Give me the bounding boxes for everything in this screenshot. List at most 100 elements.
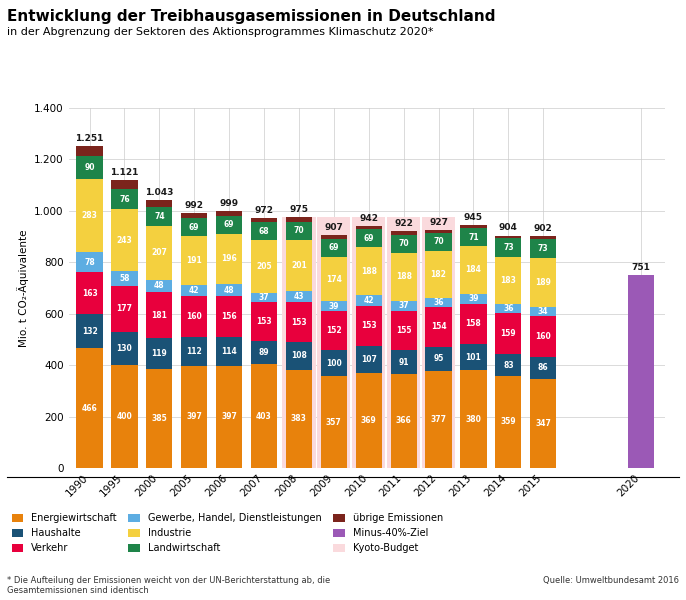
- Text: 37: 37: [259, 293, 270, 302]
- Y-axis label: Mio. t CO₂-Äquivalente: Mio. t CO₂-Äquivalente: [16, 229, 29, 347]
- Text: 160: 160: [535, 332, 551, 341]
- Text: 1.251: 1.251: [75, 134, 104, 143]
- Text: 101: 101: [466, 353, 482, 362]
- Text: 383: 383: [291, 414, 307, 423]
- Bar: [495, 257, 521, 304]
- Text: 347: 347: [535, 419, 552, 428]
- Text: 100: 100: [326, 359, 342, 368]
- Text: 76: 76: [119, 194, 130, 203]
- Bar: [181, 236, 207, 285]
- Text: 154: 154: [431, 322, 447, 331]
- Bar: [460, 228, 486, 247]
- Bar: [251, 302, 277, 341]
- Text: 39: 39: [329, 302, 339, 311]
- Bar: [495, 313, 521, 355]
- Bar: [146, 369, 172, 468]
- Bar: [390, 253, 416, 301]
- Text: 95: 95: [434, 355, 444, 364]
- Bar: [390, 231, 416, 235]
- Text: 201: 201: [291, 261, 307, 270]
- Text: 42: 42: [189, 286, 200, 295]
- Bar: [111, 332, 137, 365]
- Text: 174: 174: [326, 275, 342, 283]
- Text: 153: 153: [361, 322, 377, 331]
- Bar: [111, 180, 137, 189]
- Bar: [76, 157, 103, 179]
- Bar: [251, 218, 277, 223]
- Text: 183: 183: [500, 276, 517, 285]
- Text: 397: 397: [187, 412, 202, 421]
- Text: 78: 78: [84, 258, 95, 267]
- Text: 243: 243: [117, 236, 132, 245]
- Bar: [460, 293, 486, 304]
- Bar: [390, 374, 416, 468]
- Text: 942: 942: [359, 214, 378, 223]
- Bar: [216, 366, 242, 468]
- Bar: [425, 298, 451, 307]
- Text: 48: 48: [224, 286, 235, 295]
- Bar: [321, 235, 347, 239]
- Text: 69: 69: [189, 223, 200, 232]
- Text: 904: 904: [499, 223, 518, 232]
- Bar: [216, 211, 242, 216]
- Bar: [283, 217, 316, 468]
- Bar: [387, 217, 421, 468]
- Bar: [355, 226, 382, 229]
- Bar: [390, 350, 416, 374]
- Bar: [425, 307, 451, 347]
- Bar: [355, 306, 382, 346]
- Bar: [111, 365, 137, 468]
- Bar: [355, 346, 382, 373]
- Bar: [530, 356, 556, 379]
- Text: 159: 159: [501, 329, 516, 338]
- Bar: [286, 292, 312, 302]
- Text: 400: 400: [117, 412, 132, 421]
- Text: 91: 91: [399, 358, 409, 367]
- Text: 380: 380: [466, 415, 482, 424]
- Text: 922: 922: [394, 219, 413, 228]
- Text: 189: 189: [535, 278, 552, 287]
- Text: 207: 207: [152, 248, 167, 257]
- Text: 283: 283: [82, 211, 97, 220]
- Text: 181: 181: [152, 311, 167, 320]
- Bar: [216, 337, 242, 366]
- Bar: [355, 247, 382, 295]
- Bar: [355, 295, 382, 306]
- Bar: [181, 366, 207, 468]
- Text: 377: 377: [431, 415, 447, 424]
- Bar: [251, 240, 277, 293]
- Bar: [76, 348, 103, 468]
- Bar: [352, 217, 386, 468]
- Text: 945: 945: [464, 213, 483, 222]
- Bar: [460, 225, 486, 228]
- Text: 205: 205: [257, 262, 272, 271]
- Bar: [530, 307, 556, 316]
- Text: 902: 902: [534, 224, 553, 233]
- Text: 74: 74: [154, 212, 165, 221]
- Bar: [460, 304, 486, 344]
- Bar: [425, 233, 451, 251]
- Bar: [216, 216, 242, 234]
- Text: 70: 70: [294, 226, 305, 235]
- Text: 43: 43: [294, 292, 304, 301]
- Text: 158: 158: [466, 319, 482, 329]
- Text: 359: 359: [501, 418, 516, 427]
- Bar: [425, 251, 451, 298]
- Text: 927: 927: [429, 218, 448, 227]
- Text: 975: 975: [289, 205, 309, 214]
- Bar: [76, 146, 103, 157]
- Bar: [390, 235, 416, 253]
- Bar: [286, 370, 312, 468]
- Bar: [146, 280, 172, 292]
- Bar: [286, 239, 312, 292]
- Bar: [251, 223, 277, 240]
- Text: 385: 385: [152, 414, 167, 423]
- Bar: [390, 301, 416, 311]
- Text: 108: 108: [291, 351, 307, 360]
- Bar: [317, 217, 351, 468]
- Bar: [530, 239, 556, 258]
- Bar: [530, 258, 556, 307]
- Text: 1.121: 1.121: [110, 167, 139, 176]
- Text: 153: 153: [257, 317, 272, 326]
- Text: 184: 184: [466, 265, 482, 275]
